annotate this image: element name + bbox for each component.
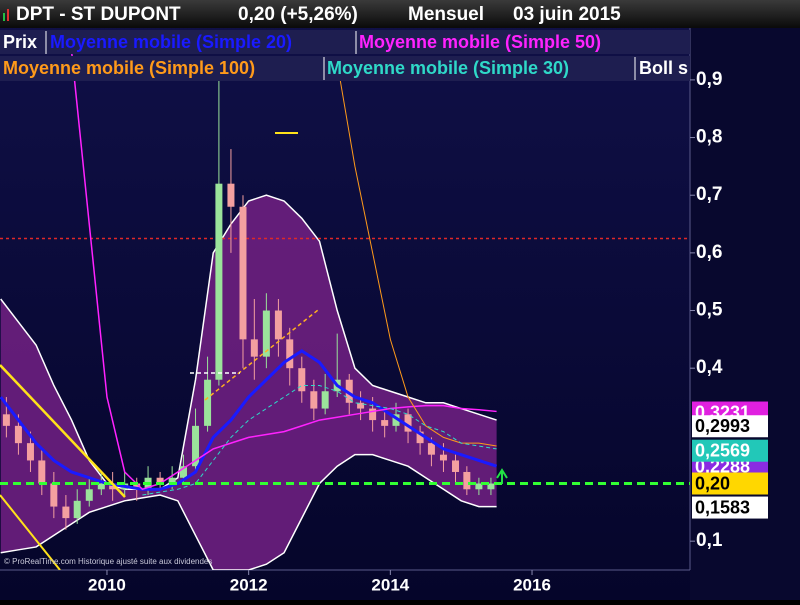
up-arrow: [496, 468, 508, 484]
icon-bar: [3, 13, 5, 21]
candle-body: [286, 339, 294, 369]
candle-body: [369, 408, 377, 421]
moving-average: [0, 349, 498, 491]
header-icon: [3, 9, 9, 21]
legend-entry: Moyenne mobile (Simple 100): [3, 58, 255, 78]
y-tick-label: 0,6: [696, 242, 722, 263]
last-price: 0,20 (+5,26%): [238, 4, 358, 25]
trend-line: [0, 494, 61, 570]
candle-body: [50, 483, 58, 507]
candle-body: [416, 431, 424, 444]
candle-body: [463, 471, 471, 490]
data-layer: [0, 50, 690, 570]
x-tick-label: 2012: [230, 575, 268, 594]
candle-body: [192, 425, 200, 467]
bollinger-lower: [0, 453, 497, 570]
candle-body: [85, 489, 93, 501]
candle-body: [452, 460, 460, 472]
legend-row: [0, 30, 690, 54]
candle-body: [250, 339, 258, 357]
legend-entry: Prix: [3, 32, 37, 52]
candle-body: [439, 454, 447, 461]
candle-body: [298, 368, 306, 392]
trend-line: [204, 309, 319, 401]
candle-body: [215, 183, 223, 380]
candle-body: [73, 500, 81, 519]
source-note: © ProRealTime.com Historique ajusté suit…: [4, 557, 212, 566]
candle-body: [204, 379, 212, 426]
instrument-title: DPT - ST DUPONT: [16, 4, 181, 25]
moving-average: [70, 50, 497, 491]
legend-entry: Moyenne mobile (Simple 20): [50, 32, 292, 52]
candle-body: [310, 391, 318, 409]
price-label-box: [692, 415, 768, 438]
drawing-tools: [0, 132, 508, 570]
y-tick-label: 0,7: [696, 184, 722, 205]
price-label-box: [692, 439, 768, 462]
candle-body: [239, 206, 247, 340]
icon-bar: [7, 9, 9, 21]
candle-body: [179, 466, 187, 478]
candle-body: [427, 443, 435, 455]
bollinger-upper: [0, 194, 497, 491]
y-tick-label: 0,1: [696, 530, 723, 551]
x-tick-label: 2010: [88, 575, 126, 594]
plot-area: [0, 50, 690, 570]
candle-body: [109, 483, 117, 490]
price-label: 0,20: [695, 473, 730, 493]
moving-average: [336, 62, 497, 447]
candle-body: [262, 310, 270, 357]
moving-average: [142, 384, 497, 496]
y-tick-label: 0,4: [696, 357, 723, 378]
candle-body: [97, 483, 105, 490]
candle-body: [133, 483, 141, 490]
candle-body: [321, 391, 329, 409]
y-tick-label: 0,5: [696, 300, 723, 321]
y-tick-label: 0,9: [696, 69, 722, 90]
price-label-box: [692, 472, 768, 495]
candle-body: [227, 183, 235, 207]
candle-body: [2, 414, 10, 426]
candle-body: [357, 402, 365, 409]
candle-body: [156, 477, 164, 484]
candle-body: [345, 379, 353, 403]
price-label-box: [692, 496, 768, 519]
header-bar: [0, 0, 800, 28]
legend-row: [0, 56, 690, 81]
legend-entry: Boll s: [639, 58, 688, 78]
y-tick-label: 0,8: [696, 127, 722, 148]
candle-body: [168, 477, 176, 484]
candle-body: [26, 443, 34, 461]
price-label: 0,2569: [695, 440, 750, 460]
candle-body: [274, 310, 282, 340]
candle-body: [404, 414, 412, 432]
candle-body: [381, 420, 389, 426]
price-label: 0,2993: [695, 416, 750, 436]
x-tick-label: 2014: [371, 575, 409, 594]
candle-body: [14, 425, 22, 444]
legend-entry: Moyenne mobile (Simple 50): [359, 32, 601, 52]
period: Mensuel: [408, 4, 484, 25]
x-tick-label: 2016: [513, 575, 551, 594]
bollinger-fill: [0, 195, 497, 570]
candle-body: [62, 506, 70, 519]
date: 03 juin 2015: [513, 4, 621, 25]
candle-body: [487, 483, 495, 490]
trend-line: [0, 364, 126, 498]
candle-body: [475, 483, 483, 490]
legend: Prix Moyenne mobile (Simple 20) Moyenne …: [0, 30, 690, 81]
legend-entry: Moyenne mobile (Simple 30): [327, 58, 569, 78]
candle-body: [392, 414, 400, 426]
candle-body: [38, 460, 46, 484]
price-label: 0,1583: [695, 497, 750, 517]
